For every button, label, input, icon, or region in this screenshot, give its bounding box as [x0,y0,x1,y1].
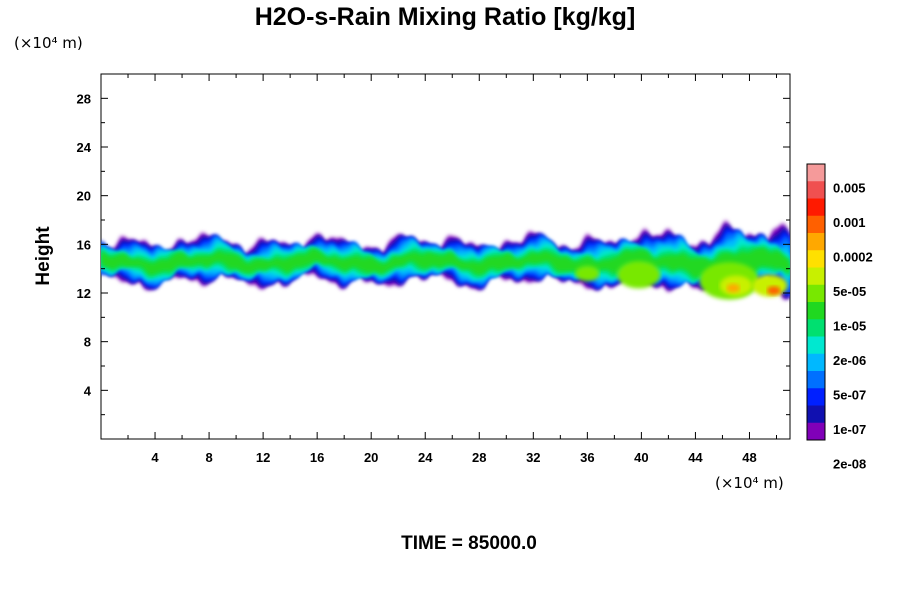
x-tick-label: 16 [310,450,324,465]
x-tick-label: 28 [472,450,486,465]
rain-core [575,265,600,282]
y-tick-label: 8 [84,335,91,350]
colorbar-label: 5e-05 [833,284,866,299]
colorbar-swatch [807,302,825,320]
colorbar-label: 2e-08 [833,457,866,472]
rain-core [767,286,781,295]
colorbar-swatch [807,233,825,251]
x-tick-label: 12 [256,450,270,465]
y-tick-label: 20 [77,189,91,204]
colorbar-swatch [807,284,825,303]
x-tick-label: 48 [742,450,756,465]
colorbar-frame [806,163,826,441]
colorbar-label: 0.005 [833,181,866,196]
colorbar-label: 1e-05 [833,319,866,334]
colorbar: 0.005 0.001 0.0002 5e-05 1e-05 2e-06 5e-07 1e-0… [806,163,873,472]
colorbar-swatch [807,267,825,286]
colorbar-label: 2e-06 [833,353,866,368]
y-tick-label: 16 [77,237,91,252]
x-tick-label: 44 [688,450,703,465]
x-unit-label: (×10⁴ m) [715,474,784,492]
x-tick-label: 4 [151,450,159,465]
colorbar-swatch [807,181,825,199]
colorbar-label: 0.0002 [833,250,873,265]
colorbar-label: 5e-07 [833,388,866,403]
x-tick-label: 36 [580,450,594,465]
x-tick-label: 40 [634,450,648,465]
colorbar-swatch [807,336,825,355]
colorbar-swatch [807,422,825,441]
x-tick-label: 8 [205,450,212,465]
colorbar-swatch [807,405,825,424]
colorbar-swatch [807,353,825,372]
colorbar-label: 1e-07 [833,422,866,437]
y-tick-label: 12 [77,286,91,301]
x-tick-label: 32 [526,450,540,465]
rain-core [617,261,661,289]
x-tick-label: 20 [364,450,378,465]
colorbar-swatch [807,371,825,389]
colorbar-swatch [807,164,825,182]
colorbar-swatch [807,388,825,406]
colorbar-swatch [807,198,825,217]
y-tick-label: 24 [77,140,92,155]
y-unit-label: (×10⁴ m) [14,34,83,52]
y-tick-label: 4 [84,383,92,398]
colorbar-swatch [807,250,825,268]
mixing-ratio-field [101,220,790,300]
y-axis-label: Height [33,226,54,286]
colorbar-label: 0.001 [833,215,866,230]
x-tick-label: 24 [418,450,433,465]
colorbar-swatch [807,319,825,337]
rain-contour [101,247,790,279]
chart-title: H2O-s-Rain Mixing Ratio [kg/kg] [255,3,636,31]
rain-core [726,283,741,293]
y-tick-label: 28 [77,91,91,106]
time-label: TIME = 85000.0 [401,533,537,554]
colorbar-swatch [807,215,825,234]
